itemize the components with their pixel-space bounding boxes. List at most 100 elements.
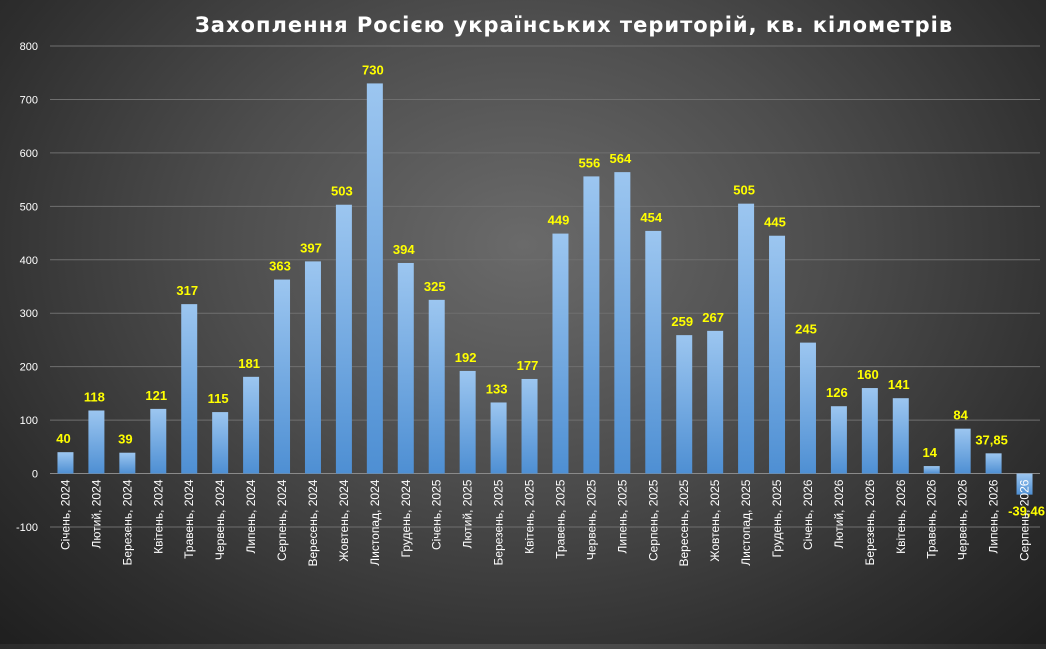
y-tick-label: 600 bbox=[20, 148, 38, 160]
bar bbox=[459, 370, 476, 474]
data-label: 141 bbox=[888, 377, 910, 392]
bar bbox=[150, 408, 167, 474]
bar bbox=[274, 279, 291, 474]
x-tick-label: Лютий, 2024 bbox=[89, 479, 103, 548]
data-label: 181 bbox=[238, 356, 260, 371]
x-tick-label: Травень, 2024 bbox=[182, 479, 196, 558]
data-label: 397 bbox=[300, 240, 322, 255]
x-tick-label: Травень, 2026 bbox=[925, 479, 939, 558]
bar bbox=[428, 299, 445, 474]
data-label: 160 bbox=[857, 367, 879, 382]
data-label: 115 bbox=[208, 391, 229, 406]
x-tick-label: Грудень, 2025 bbox=[770, 479, 784, 557]
y-tick-label: 400 bbox=[20, 255, 38, 267]
y-tick-label: 800 bbox=[20, 41, 38, 53]
x-tick-label: Вересень, 2025 bbox=[677, 479, 691, 566]
data-label: 133 bbox=[486, 381, 508, 396]
chart-title: Захоплення Росією українських територій,… bbox=[195, 13, 953, 37]
data-label: 177 bbox=[517, 358, 539, 373]
data-label: 245 bbox=[795, 322, 817, 337]
data-label: 556 bbox=[579, 155, 601, 170]
x-tick-label: Березень, 2026 bbox=[863, 479, 877, 565]
bar bbox=[212, 412, 229, 474]
bar bbox=[645, 230, 662, 474]
bar bbox=[738, 203, 755, 474]
data-label: 503 bbox=[331, 184, 353, 199]
bar bbox=[88, 410, 105, 474]
y-tick-label: 300 bbox=[20, 308, 38, 320]
bar bbox=[799, 342, 816, 474]
x-tick-label: Лютий, 2025 bbox=[461, 479, 475, 548]
data-label: 267 bbox=[702, 310, 724, 325]
data-label: 118 bbox=[84, 389, 105, 404]
data-label: 394 bbox=[393, 242, 415, 257]
data-label: 259 bbox=[671, 314, 693, 329]
bar bbox=[304, 261, 321, 474]
x-tick-label: Січень, 2024 bbox=[58, 479, 72, 550]
bar bbox=[552, 233, 569, 474]
x-tick-label: Липень, 2026 bbox=[987, 479, 1001, 553]
data-label: 121 bbox=[145, 388, 167, 403]
x-tick-label: Серпень, 2024 bbox=[275, 479, 289, 561]
bar bbox=[119, 452, 136, 474]
data-label: 454 bbox=[640, 210, 662, 225]
bar bbox=[861, 388, 878, 474]
y-axis: -100 0 100 200 300 400 500 600 700 800 bbox=[16, 41, 38, 534]
data-label: 445 bbox=[764, 215, 786, 230]
data-label: 730 bbox=[362, 62, 384, 77]
bar bbox=[243, 376, 260, 474]
x-tick-label: Жовтень, 2024 bbox=[337, 479, 351, 561]
bar bbox=[676, 335, 693, 474]
x-tick-label: Червень, 2026 bbox=[956, 479, 970, 560]
bar bbox=[397, 262, 414, 474]
data-label: 317 bbox=[176, 283, 198, 298]
x-tick-label: Квітень, 2026 bbox=[894, 479, 908, 554]
y-tick-label: 700 bbox=[20, 94, 38, 106]
bar bbox=[490, 402, 507, 474]
bar bbox=[366, 83, 383, 474]
data-label: 40 bbox=[56, 431, 70, 446]
data-label: 325 bbox=[424, 279, 446, 294]
x-axis: Січень, 2024 Лютий, 2024 Березень, 2024 Кві… bbox=[58, 479, 1031, 566]
y-tick-label: -100 bbox=[16, 522, 38, 534]
x-tick-label: Липень, 2025 bbox=[615, 479, 629, 553]
x-tick-label: Вересень, 2024 bbox=[306, 479, 320, 566]
x-tick-label: Квітень, 2025 bbox=[523, 479, 537, 554]
x-tick-label: Березень, 2025 bbox=[492, 479, 506, 565]
bar bbox=[892, 398, 909, 474]
data-label: 39 bbox=[118, 432, 132, 447]
x-tick-label: Листопад, 2024 bbox=[368, 479, 382, 565]
x-tick-label: Лютий, 2026 bbox=[832, 479, 846, 548]
x-tick-label: Серпень, 2025 bbox=[646, 479, 660, 561]
y-tick-label: 500 bbox=[20, 201, 38, 213]
x-tick-label: Листопад, 2025 bbox=[739, 479, 753, 565]
data-label: 14 bbox=[922, 445, 937, 460]
x-tick-label: Січень, 2026 bbox=[801, 479, 815, 550]
x-tick-label: Грудень, 2024 bbox=[399, 479, 413, 557]
y-tick-label: 100 bbox=[20, 415, 38, 427]
data-label: 84 bbox=[953, 408, 968, 423]
bar bbox=[181, 304, 198, 474]
bar bbox=[57, 452, 74, 474]
bars bbox=[57, 83, 1033, 495]
x-tick-label: Липень, 2024 bbox=[244, 479, 258, 553]
bar bbox=[335, 204, 352, 474]
x-tick-label: Серпень, 2026 bbox=[1018, 479, 1032, 561]
y-tick-label: 200 bbox=[20, 362, 38, 374]
data-label: -39,46 bbox=[1008, 504, 1045, 519]
x-tick-label: Червень, 2024 bbox=[213, 479, 227, 560]
y-tick-label: 0 bbox=[32, 469, 38, 481]
bar bbox=[769, 235, 786, 474]
bar bbox=[614, 172, 631, 474]
data-label: 505 bbox=[733, 183, 755, 198]
bar bbox=[830, 406, 847, 474]
x-tick-label: Січень, 2025 bbox=[430, 479, 444, 550]
bar bbox=[583, 176, 600, 474]
data-label: 126 bbox=[826, 385, 848, 400]
x-tick-label: Червень, 2025 bbox=[584, 479, 598, 560]
data-label: 37,85 bbox=[975, 432, 1008, 447]
data-label: 564 bbox=[609, 151, 631, 166]
data-labels: 40 118 39 121 317 115 181 363 397 503 730 394 325 192… bbox=[56, 62, 1045, 518]
gridlines bbox=[50, 45, 1040, 528]
bar bbox=[954, 428, 971, 474]
